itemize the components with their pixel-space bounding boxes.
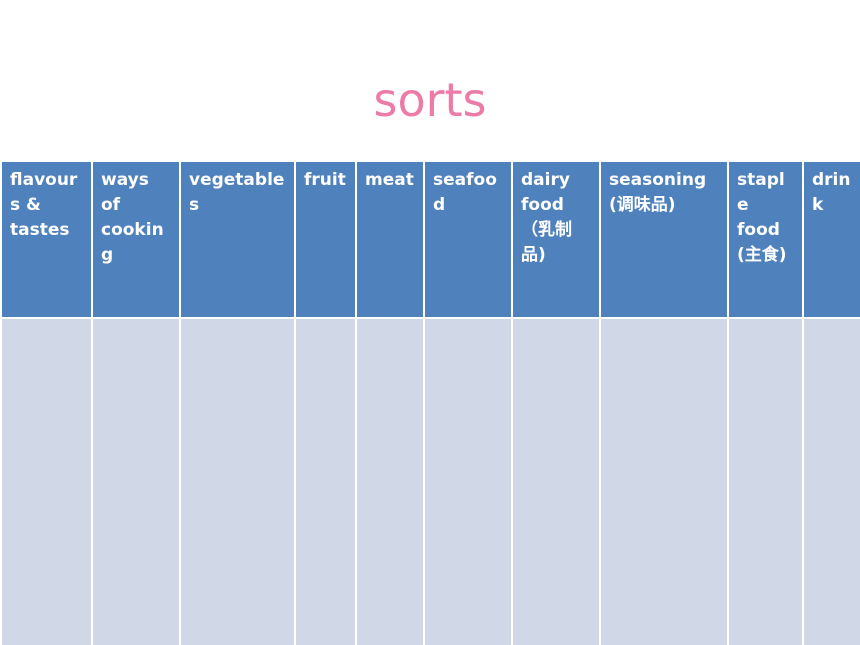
table-cell-flavours-tastes: [0, 317, 93, 645]
column-header-flavours-tastes: flavours & tastes: [0, 160, 93, 319]
column-header-fruit: fruit: [294, 160, 357, 319]
column-header-vegetables: vegetables: [179, 160, 296, 319]
column-header-dairy-food: dairy food（乳制品): [511, 160, 601, 319]
sorts-table: flavours & tastes ways of cooking vegeta…: [0, 160, 860, 645]
header-row: flavours & tastes ways of cooking vegeta…: [0, 160, 860, 319]
table-cell-meat: [355, 317, 425, 645]
table-cell-dairy-food: [511, 317, 601, 645]
column-header-seasoning: seasoning (调味品): [599, 160, 729, 319]
column-header-ways-of-cooking: ways of cooking: [91, 160, 181, 319]
column-header-drink: drink: [802, 160, 860, 319]
table-cell-seafood: [423, 317, 513, 645]
table-row: [0, 317, 860, 645]
table-cell-seasoning: [599, 317, 729, 645]
slide-title: sorts: [373, 73, 487, 127]
table-cell-ways-of-cooking: [91, 317, 181, 645]
table-cell-fruit: [294, 317, 357, 645]
table-cell-vegetables: [179, 317, 296, 645]
column-header-seafood: seafood: [423, 160, 513, 319]
table-cell-staple-food: [727, 317, 804, 645]
table-cell-drink: [802, 317, 860, 645]
column-header-staple-food: staple food (主食): [727, 160, 804, 319]
column-header-meat: meat: [355, 160, 425, 319]
sorts-table-container: flavours & tastes ways of cooking vegeta…: [0, 160, 860, 645]
